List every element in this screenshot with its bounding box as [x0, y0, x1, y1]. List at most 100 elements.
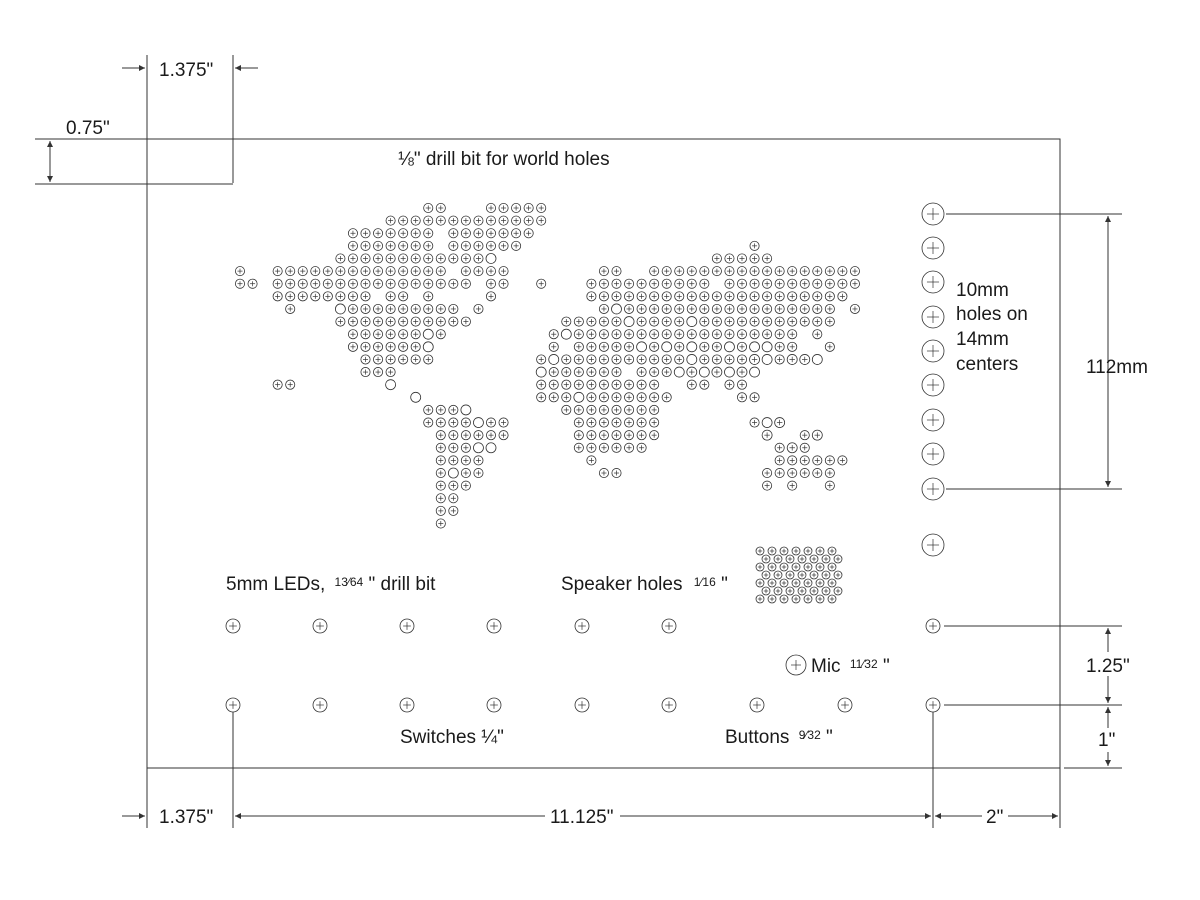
- world-hole: [310, 278, 321, 289]
- world-hole: [649, 354, 660, 365]
- world-hole: [573, 442, 584, 453]
- world-hole: [686, 278, 697, 289]
- world-hole: [435, 202, 446, 213]
- world-hole: [649, 316, 660, 327]
- world-hole: [448, 228, 459, 239]
- world-hole: [423, 417, 434, 428]
- world-hole: [560, 328, 572, 340]
- world-hole: [536, 215, 547, 226]
- world-hole: [586, 354, 597, 365]
- led-hole: [925, 618, 941, 634]
- mic-frac: 11⁄32: [850, 657, 878, 671]
- world-hole: [347, 329, 358, 340]
- world-hole: [699, 329, 710, 340]
- world-hole: [711, 303, 722, 314]
- world-hole: [373, 367, 384, 378]
- led-hole: [399, 618, 415, 634]
- world-hole: [385, 367, 396, 378]
- world-hole: [548, 379, 559, 390]
- world-hole: [699, 316, 710, 327]
- world-hole: [598, 367, 609, 378]
- speaker-hole: [791, 562, 801, 572]
- world-hole: [448, 417, 459, 428]
- world-hole: [598, 430, 609, 441]
- world-hole: [473, 240, 484, 251]
- buttons-label-text: Buttons: [725, 727, 789, 748]
- world-hole: [435, 266, 446, 277]
- world-hole: [787, 341, 798, 352]
- world-hole: [548, 392, 559, 403]
- world-hole: [460, 240, 471, 251]
- world-hole: [674, 354, 685, 365]
- world-hole: [573, 379, 584, 390]
- world-hole: [586, 455, 597, 466]
- ten-mm-label-line-2: holes on: [956, 304, 1028, 325]
- world-hole: [711, 354, 722, 365]
- world-hole: [548, 367, 559, 378]
- world-hole: [473, 215, 484, 226]
- world-hole: [598, 392, 609, 403]
- world-hole: [774, 316, 785, 327]
- led-hole: [225, 618, 241, 634]
- world-hole: [812, 455, 823, 466]
- world-hole: [448, 505, 459, 516]
- speaker-hole: [785, 554, 795, 564]
- world-hole: [498, 215, 509, 226]
- speaker-hole: [761, 586, 771, 596]
- world-hole: [674, 316, 685, 327]
- world-hole: [649, 278, 660, 289]
- speaker-hole: [791, 578, 801, 588]
- world-hole: [385, 215, 396, 226]
- world-hole: [774, 329, 785, 340]
- world-hole: [586, 392, 597, 403]
- world-hole: [285, 278, 296, 289]
- world-hole: [711, 266, 722, 277]
- speaker-hole: [785, 570, 795, 580]
- speaker-hole: [755, 594, 765, 604]
- world-hole: [737, 341, 748, 352]
- world-hole: [598, 291, 609, 302]
- world-hole: [335, 253, 346, 264]
- speaker-hole: [767, 562, 777, 572]
- world-hole: [335, 278, 346, 289]
- world-hole: [398, 278, 409, 289]
- world-hole: [837, 266, 848, 277]
- switch-button-hole: [661, 697, 677, 713]
- world-hole: [762, 291, 773, 302]
- ten-mm-hole: [921, 477, 945, 501]
- world-hole: [824, 455, 835, 466]
- world-hole: [598, 341, 609, 352]
- world-hole: [636, 291, 647, 302]
- world-hole: [473, 266, 484, 277]
- world-hole: [347, 316, 358, 327]
- world-hole: [410, 278, 421, 289]
- mic-label: Mic 11⁄32 ": [811, 652, 890, 677]
- world-hole: [410, 391, 422, 403]
- world-hole: [824, 278, 835, 289]
- world-hole: [849, 303, 860, 314]
- world-hole: [548, 329, 559, 340]
- world-hole: [435, 455, 446, 466]
- world-hole: [423, 202, 434, 213]
- world-hole: [762, 303, 773, 314]
- world-hole: [737, 253, 748, 264]
- world-hole: [611, 392, 622, 403]
- world-hole: [724, 278, 735, 289]
- world-hole: [460, 228, 471, 239]
- world-hole: [737, 316, 748, 327]
- world-hole: [310, 266, 321, 277]
- world-hole: [297, 266, 308, 277]
- world-hole: [448, 303, 459, 314]
- world-hole: [448, 240, 459, 251]
- world-hole: [611, 367, 622, 378]
- world-hole: [435, 278, 446, 289]
- leds-label: 5mm LEDs, 13⁄64 " drill bit: [226, 570, 436, 595]
- world-hole: [624, 354, 635, 365]
- speaker-hole: [755, 578, 765, 588]
- world-hole: [435, 505, 446, 516]
- world-hole: [824, 266, 835, 277]
- world-hole: [586, 341, 597, 352]
- world-hole: [724, 329, 735, 340]
- world-hole: [611, 303, 622, 315]
- world-hole: [573, 430, 584, 441]
